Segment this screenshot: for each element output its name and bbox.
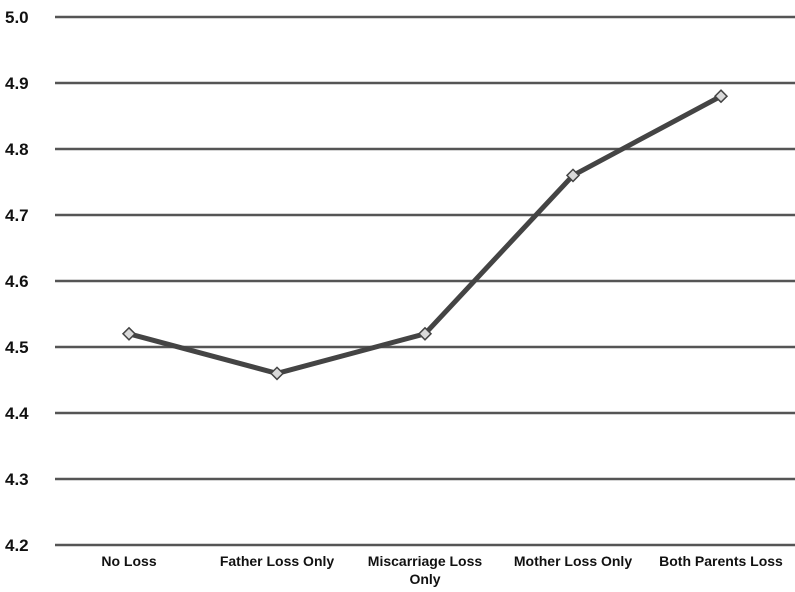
data-point-marker — [565, 168, 581, 183]
x-tick-label: Only — [409, 571, 440, 587]
y-tick-label: 4.9 — [5, 74, 29, 93]
data-point-marker — [417, 326, 433, 341]
x-tick-label: Mother Loss Only — [514, 553, 632, 569]
series-plot — [121, 89, 729, 381]
y-tick-label: 4.8 — [5, 140, 29, 159]
y-tick-label: 4.7 — [5, 206, 29, 225]
x-axis-tick-labels: No Loss Father Loss Only Miscarriage Loss O… — [101, 553, 783, 587]
data-point-marker — [121, 326, 137, 341]
x-tick-label: Both Parents Loss — [659, 553, 783, 569]
gridlines — [55, 15, 795, 547]
y-tick-label: 4.3 — [5, 470, 29, 489]
y-tick-label: 4.4 — [5, 404, 29, 423]
y-tick-label: 4.5 — [5, 338, 29, 357]
x-tick-label: No Loss — [101, 553, 156, 569]
x-tick-label: Father Loss Only — [220, 553, 335, 569]
y-tick-label: 5.0 — [5, 8, 29, 27]
y-tick-label: 4.6 — [5, 272, 29, 291]
y-axis-tick-labels: 4.2 4.3 4.4 4.5 4.6 4.7 4.8 4.9 5.0 — [5, 8, 29, 555]
y-tick-label: 4.2 — [5, 536, 29, 555]
x-tick-label: Miscarriage Loss — [368, 553, 483, 569]
data-point-marker — [713, 89, 729, 104]
data-point-marker — [269, 366, 285, 381]
